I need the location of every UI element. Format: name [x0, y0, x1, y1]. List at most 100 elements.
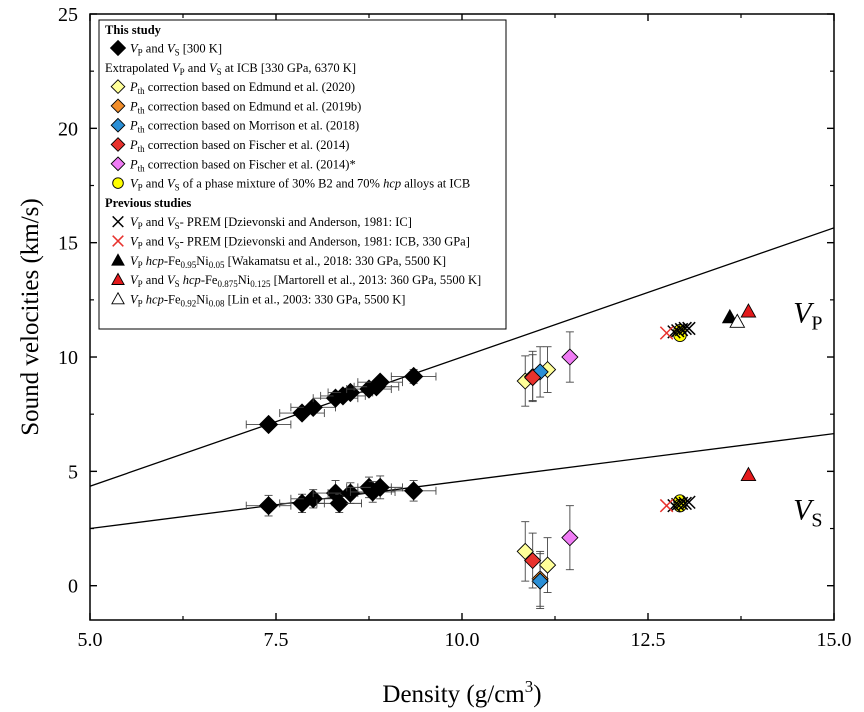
- legend-text-part: V: [172, 61, 181, 75]
- legend-text-part: P: [180, 67, 185, 77]
- legend-label-prem_icb: VP and VS- PREM [Dzievonski and Anderson…: [130, 235, 470, 251]
- legend-text-part: Extrapolated: [105, 61, 172, 75]
- data-point: [740, 303, 757, 318]
- legend-text-part: of a phase mixture of 30% B2 and 70%: [180, 177, 383, 191]
- legend-entry-previous: Previous studies: [105, 196, 191, 210]
- legend-label-edmund2020: Pth correction based on Edmund et al. (2…: [129, 80, 355, 96]
- series-morrison: [531, 346, 549, 610]
- legend-text-part: S: [175, 221, 180, 231]
- legend-text-part: th: [138, 105, 146, 115]
- legend-marker-morrison: [110, 117, 126, 133]
- legend-text-part: V: [209, 61, 218, 75]
- x-tick-label: 10.0: [445, 629, 480, 651]
- legend-marker-fischer: [110, 137, 126, 152]
- x-tick-label: 12.5: [631, 629, 666, 651]
- legend-text-part: correction based on Morrison et al. (201…: [145, 119, 360, 133]
- x-axis-title: Density (g/cm3): [382, 677, 541, 708]
- legend-text-part: V: [130, 273, 139, 287]
- data-point: [258, 496, 279, 516]
- fit-lines: [90, 227, 834, 530]
- x-axis-title-close: ): [533, 681, 541, 708]
- data-point: [682, 321, 696, 336]
- data-point: [721, 308, 738, 324]
- legend-entry-martorell: VP and VS hcp-Fe0.875Ni0.125 [Martorell …: [111, 272, 481, 289]
- legend-label-morrison: Pth correction based on Morrison et al. …: [129, 119, 359, 135]
- legend-text-part: and: [143, 42, 167, 56]
- legend-text-part: -Fe: [164, 292, 181, 306]
- legend-text-part: P: [138, 48, 143, 58]
- legend-text-part: V: [167, 177, 176, 191]
- legend-entry-edmund2019: Pth correction based on Edmund et al. (2…: [110, 98, 361, 115]
- panel-label-main: V: [793, 297, 815, 330]
- legend-text-part: 0.125: [250, 279, 271, 289]
- legend-text-part: V: [167, 42, 176, 56]
- data-point: [659, 498, 674, 513]
- legend-text-part: P: [129, 157, 138, 171]
- data-point: [370, 372, 390, 392]
- legend-text-part: and: [143, 177, 167, 191]
- x-tick-label: 7.5: [264, 629, 289, 651]
- legend-entry-fischer: Pth correction based on Fischer et al. (…: [110, 137, 350, 154]
- legend-label-prem_ic: VP and VS- PREM [Dzievonski and Anderson…: [130, 215, 412, 231]
- legend-text-part: hcp: [146, 254, 164, 268]
- data-point: [329, 493, 349, 514]
- legend-text-part: -Fe: [201, 273, 218, 287]
- legend-text-part: V: [167, 235, 176, 249]
- legend-text-part: hcp: [383, 177, 401, 191]
- data-point: [524, 551, 542, 570]
- legend-heading-this-study: This study: [105, 23, 162, 37]
- legend-text-part: Ni: [238, 273, 251, 287]
- legend-marker-edmund2019: [110, 98, 126, 114]
- legend-entry-fischerstar: Pth correction based on Fischer et al. (…: [110, 156, 356, 173]
- legend-text-part: correction based on Fischer et al. (2014…: [145, 138, 350, 152]
- legend-text-part: at ICB [330 GPa, 6370 K]: [222, 61, 356, 75]
- legend-text-part: -Fe: [164, 254, 181, 268]
- data-point: [531, 572, 549, 590]
- legend-label-previous: Previous studies: [105, 196, 191, 210]
- legend-entry-morrison: Pth correction based on Morrison et al. …: [110, 117, 359, 135]
- legend-text-part: th: [138, 163, 146, 173]
- legend-text-part: P: [138, 260, 143, 270]
- legend-text-part: Ni: [196, 254, 209, 268]
- legend-marker-lin: [111, 291, 125, 305]
- legend-text-part: V: [167, 215, 176, 229]
- x-tick-label: 15.0: [817, 629, 852, 651]
- series-prem_icb: [659, 326, 674, 513]
- legend-label-fischerstar: Pth correction based on Fischer et al. (…: [129, 157, 356, 173]
- legend-text-part: - PREM [Dzievonski and Anderson, 1981: I…: [180, 235, 470, 249]
- panel-label-vp: VP: [793, 297, 822, 335]
- legend-text-part: and: [143, 235, 167, 249]
- y-tick-label: 15: [58, 233, 78, 255]
- legend-text-part: th: [138, 86, 146, 96]
- legend-label-extrap: Extrapolated VP and VS at ICB [330 GPa, …: [105, 61, 356, 77]
- legend-text-part: [Wakamatsu et al., 2018: 330 GPa, 5500 K…: [225, 254, 447, 268]
- legend-text-part: P: [129, 80, 138, 94]
- panel-label-sub: S: [811, 509, 822, 531]
- legend-text-part: 0.05: [209, 260, 225, 270]
- y-tick-label: 5: [68, 461, 78, 483]
- legend-text-part: th: [138, 144, 146, 154]
- data-point: [740, 466, 757, 481]
- series-fischer: [524, 354, 542, 589]
- legend-marker-vpvs300: [109, 39, 127, 57]
- legend-text-part: S: [175, 48, 180, 58]
- legend-text-part: hcp: [146, 292, 164, 306]
- legend-marker-edmund2020: [110, 79, 126, 95]
- legend-label-mixture: VP and VS of a phase mixture of 30% B2 a…: [130, 177, 470, 193]
- legend-text-part: correction based on Fischer et al. (2014…: [145, 157, 356, 171]
- legend-text-part: V: [130, 292, 139, 306]
- legend-text-part: th: [138, 125, 146, 135]
- series-wakamatsu: [721, 308, 738, 324]
- legend-marker-prem_icb: [112, 235, 124, 247]
- legend-marker-mixture: [112, 177, 124, 189]
- fit-line-vs: [90, 432, 834, 530]
- legend-text-part: hcp: [183, 273, 201, 287]
- x-tick-label: 5.0: [78, 629, 103, 651]
- data-point: [404, 366, 424, 387]
- legend-text-part: [Martorell et al., 2013: 360 GPa, 5500 K…: [270, 273, 481, 287]
- legend-text-part: P: [129, 138, 138, 152]
- series-lin: [729, 313, 746, 328]
- series-vpvs300: [245, 366, 437, 517]
